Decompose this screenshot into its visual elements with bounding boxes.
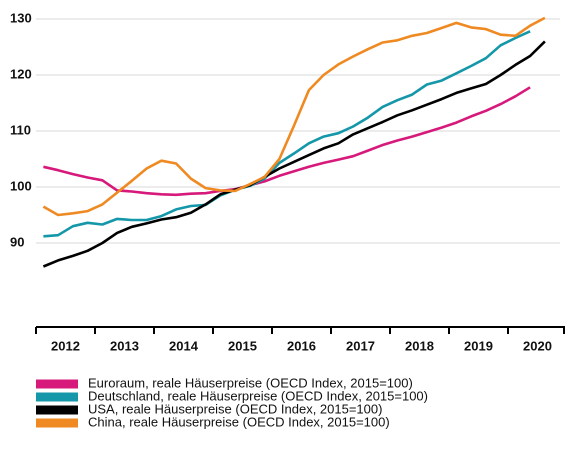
legend-swatch	[36, 418, 78, 428]
legend-swatch	[36, 392, 78, 402]
x-tick-label: 2019	[464, 338, 493, 353]
x-tick-label: 2012	[51, 338, 80, 353]
y-tick-label: 120	[10, 66, 32, 81]
x-tick-label: 2020	[523, 338, 552, 353]
legend-label: Euroraum, reale Häuserpreise (OECD Index…	[88, 375, 413, 390]
x-tick-label: 2016	[287, 338, 316, 353]
legend-label: USA, reale Häuserpreise (OECD Index, 201…	[88, 401, 382, 416]
x-tick-label: 2015	[228, 338, 257, 353]
x-tick-label: 2013	[110, 338, 139, 353]
legend-swatch	[36, 379, 78, 389]
y-tick-label: 130	[10, 10, 32, 25]
x-tick-label: 2018	[405, 338, 434, 353]
x-tick-label: 2014	[169, 338, 199, 353]
legend-label: China, reale Häuserpreise (OECD Index, 2…	[88, 414, 390, 429]
y-tick-label: 90	[10, 234, 24, 249]
series-line	[43, 86, 531, 197]
x-tick-label: 2017	[346, 338, 375, 353]
legend-label: Deutschland, reale Häuserpreise (OECD In…	[88, 388, 428, 403]
legend-swatch	[36, 405, 78, 415]
series-line	[42, 16, 546, 217]
y-tick-label: 110	[10, 122, 31, 137]
y-tick-label: 100	[10, 178, 32, 193]
series-line	[42, 40, 546, 268]
series-line	[43, 30, 531, 238]
